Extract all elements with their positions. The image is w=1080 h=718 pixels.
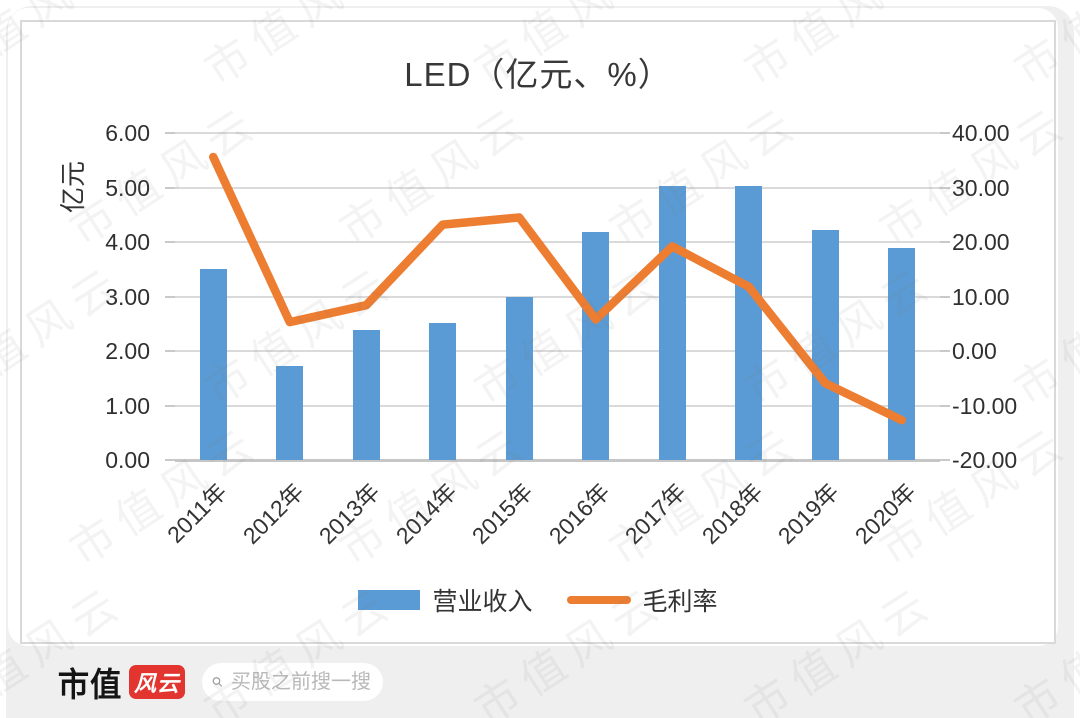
brand-logo-text: 市值 bbox=[57, 668, 123, 704]
bar-2019年 bbox=[811, 230, 839, 460]
right-tick bbox=[940, 241, 950, 243]
search-icon bbox=[212, 677, 223, 687]
footer-bar: 市值 风云 bbox=[56, 658, 383, 706]
left-tick bbox=[165, 404, 175, 407]
bar-2012年 bbox=[276, 366, 304, 460]
right-axis-tick-label: -10.00 bbox=[952, 392, 1018, 419]
chart-area: LED（亿元、%） 亿元 6.00 5.00 4.00 3.00 2.00 1.00 0.0… bbox=[20, 20, 1056, 644]
brand-logo-badge: 风云 bbox=[129, 665, 185, 699]
search-input[interactable] bbox=[229, 669, 375, 695]
right-tick bbox=[940, 132, 950, 134]
left-axis-tick-label: 0.00 bbox=[105, 447, 150, 473]
bar-2020年 bbox=[888, 247, 916, 460]
legend-line-label: 毛利率 bbox=[642, 588, 718, 616]
gridline bbox=[175, 459, 940, 462]
right-axis-tick-label: 30.00 bbox=[952, 174, 1010, 201]
left-tick bbox=[165, 295, 175, 298]
left-tick bbox=[165, 459, 175, 461]
right-axis-tick-label: -20.00 bbox=[952, 447, 1018, 473]
right-tick bbox=[940, 186, 950, 189]
bar-2016年 bbox=[582, 231, 610, 460]
right-axis-tick-label: 20.00 bbox=[952, 229, 1010, 255]
legend-bar-label: 营业收入 bbox=[432, 588, 533, 616]
left-tick bbox=[165, 132, 175, 134]
legend-line-swatch bbox=[566, 596, 631, 604]
right-axis-tick-label: 0.00 bbox=[952, 338, 997, 364]
right-axis-tick-label: 40.00 bbox=[952, 120, 1010, 146]
bar-2015年 bbox=[505, 297, 533, 460]
legend: 营业收入 毛利率 bbox=[22, 582, 1054, 618]
left-axis-tick-label: 1.00 bbox=[105, 392, 150, 419]
gridline bbox=[175, 132, 940, 134]
left-tick bbox=[165, 241, 175, 243]
bar-2017年 bbox=[658, 185, 686, 460]
right-axis-tick-label: 10.00 bbox=[952, 283, 1010, 310]
right-tick bbox=[940, 350, 950, 352]
bar-2014年 bbox=[429, 323, 457, 460]
legend-bar-swatch bbox=[358, 590, 421, 610]
search-bar[interactable] bbox=[202, 663, 383, 701]
line-path bbox=[209, 152, 906, 425]
chart-title: LED（亿元、%） bbox=[404, 56, 672, 93]
left-tick bbox=[165, 350, 175, 352]
left-axis-tick-label: 2.00 bbox=[105, 338, 150, 364]
left-axis-tick-label: 6.00 bbox=[105, 120, 150, 146]
left-axis-tick-label: 4.00 bbox=[105, 229, 150, 255]
right-tick bbox=[940, 404, 950, 407]
gridline bbox=[175, 186, 940, 189]
bar-2018年 bbox=[735, 185, 763, 460]
bar-2013年 bbox=[352, 330, 380, 460]
left-axis-tick-label: 5.00 bbox=[105, 174, 150, 201]
bar-2011年 bbox=[199, 268, 227, 460]
left-axis-tick-label: 3.00 bbox=[105, 283, 150, 310]
left-tick bbox=[165, 186, 175, 189]
right-tick bbox=[940, 295, 950, 298]
right-tick bbox=[940, 459, 950, 461]
